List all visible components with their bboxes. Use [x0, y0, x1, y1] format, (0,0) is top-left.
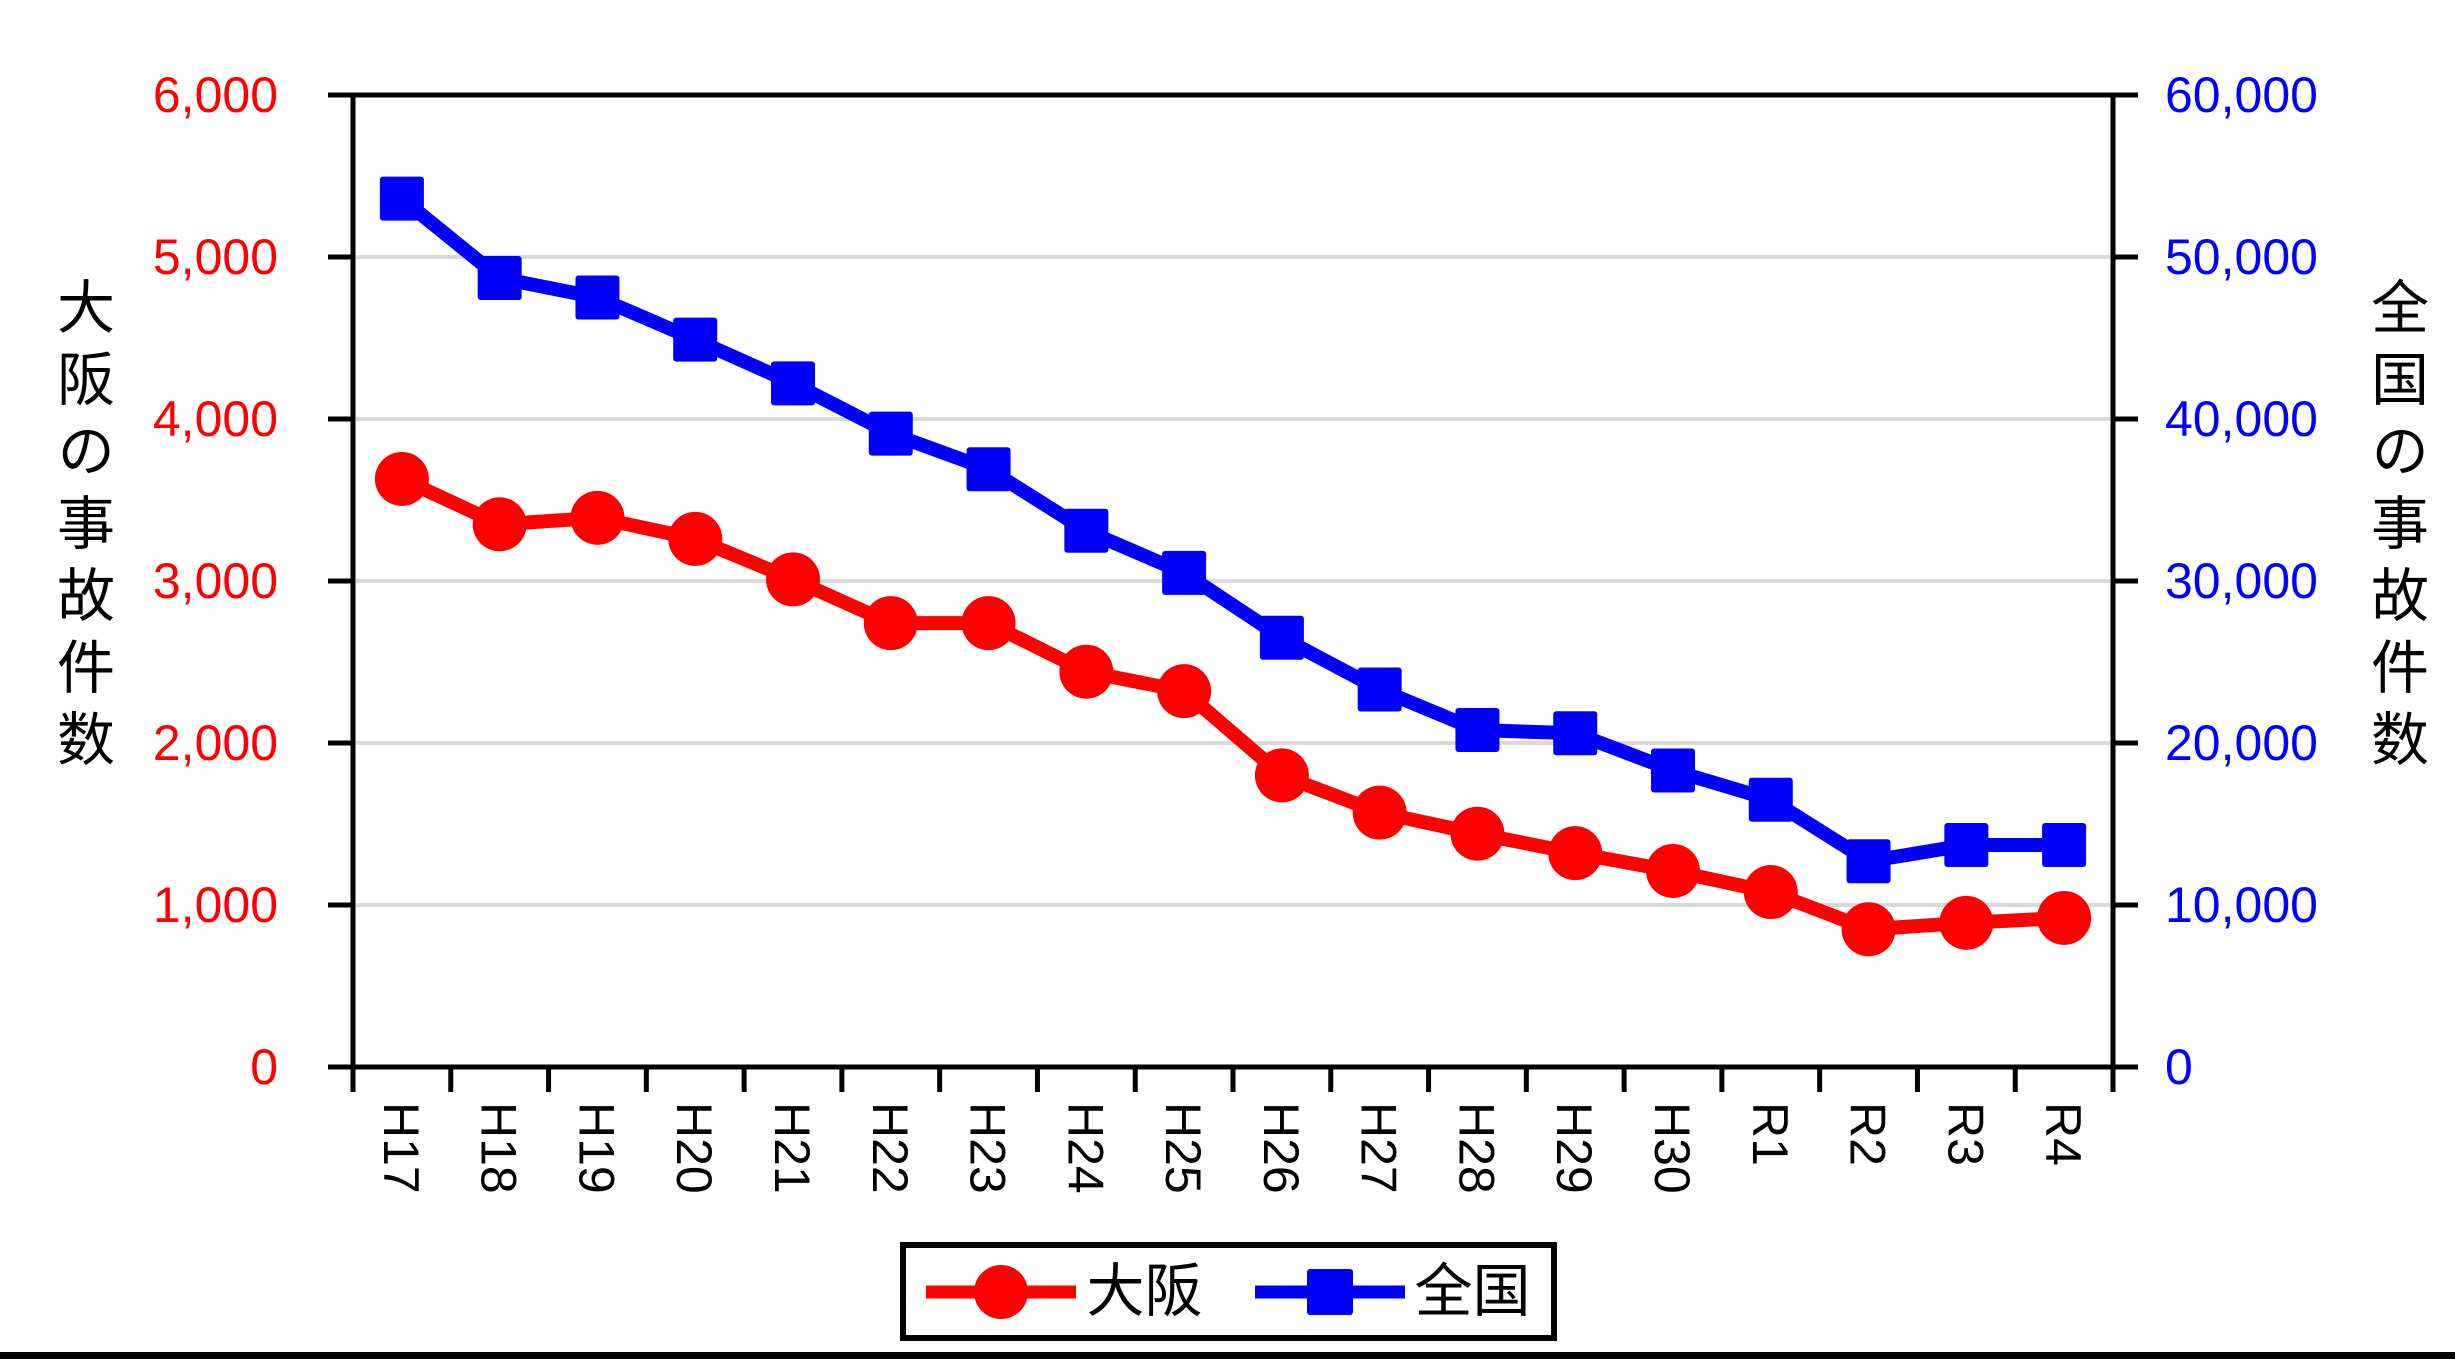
- series-national-marker: [477, 256, 522, 301]
- series-national-marker: [1455, 708, 1500, 753]
- series-osaka-marker: [961, 596, 1016, 651]
- series-osaka-marker: [2037, 890, 2092, 945]
- legend-item-national: 全国: [1254, 1258, 1531, 1324]
- series-national-marker: [966, 447, 1011, 492]
- right-axis-title: 全国の事故件数: [2362, 277, 2427, 781]
- left-axis-title: 大阪の事故件数: [48, 277, 113, 781]
- series-osaka-line: [398, 472, 2065, 937]
- right-axis-tick-label: 30,000: [2165, 553, 2318, 609]
- series-osaka-marker: [1157, 664, 1212, 719]
- series-national-marker: [1162, 550, 1207, 595]
- right-axis-tick-label: 10,000: [2165, 877, 2318, 933]
- x-axis-tick-label: R2: [1840, 1102, 1896, 1166]
- x-axis-tick-label: H26: [1253, 1102, 1309, 1194]
- x-axis-tick-label: H19: [568, 1102, 624, 1194]
- x-axis-tick-label: H25: [1155, 1102, 1211, 1194]
- left-axis-tick-label: 1,000: [153, 877, 278, 933]
- x-axis-tick-label: H20: [666, 1102, 722, 1194]
- legend-marker-osaka: [926, 1264, 1077, 1319]
- x-axis-tick-label: H22: [862, 1102, 918, 1194]
- left-axis-tick-label: 0: [250, 1039, 278, 1095]
- series-osaka-marker: [1450, 806, 1505, 861]
- series-national-marker: [1357, 667, 1402, 712]
- right-axis-tick-label: 50,000: [2165, 229, 2318, 285]
- legend: 大阪 全国: [900, 1242, 1557, 1341]
- series-national-marker: [1944, 823, 1989, 868]
- legend-marker-national: [1254, 1268, 1405, 1315]
- series-national-marker: [868, 411, 913, 456]
- left-axis-tick-label: 6,000: [153, 67, 278, 123]
- right-axis-tick-label: 20,000: [2165, 715, 2318, 771]
- series-national-marker: [1064, 508, 1109, 553]
- series-national-marker: [379, 176, 424, 221]
- x-axis-tick-label: H23: [960, 1102, 1016, 1194]
- series-osaka-marker: [1743, 865, 1798, 920]
- series-national-marker: [673, 317, 718, 362]
- right-axis-tick-label: 40,000: [2165, 391, 2318, 447]
- series-national-marker: [1748, 777, 1793, 822]
- series-osaka-marker: [1646, 843, 1700, 898]
- right-axis-tick-label: 0: [2165, 1039, 2193, 1095]
- series-osaka-marker: [1059, 644, 1114, 699]
- series-osaka-marker: [1939, 895, 1994, 950]
- series-osaka-marker: [766, 552, 820, 607]
- x-axis-tick-label: H21: [764, 1102, 820, 1194]
- series-osaka-marker: [1548, 826, 1603, 881]
- bottom-divider: [0, 1352, 2455, 1359]
- left-axis-tick-label: 2,000: [153, 715, 278, 771]
- x-axis-tick-label: H28: [1448, 1102, 1504, 1194]
- series-osaka-marker: [1254, 748, 1309, 803]
- x-axis-tick-label: R3: [1937, 1102, 1993, 1166]
- legend-label-national: 全国: [1414, 1258, 1531, 1324]
- series-national-marker: [575, 275, 620, 320]
- legend-item-osaka: 大阪: [926, 1258, 1203, 1324]
- series-national-marker: [1651, 748, 1695, 793]
- x-axis-tick-label: H17: [373, 1102, 429, 1194]
- left-axis-tick-label: 4,000: [153, 391, 278, 447]
- series-national-marker: [2042, 823, 2087, 868]
- x-axis-tick-label: R1: [1742, 1102, 1798, 1166]
- series-osaka-marker: [668, 511, 723, 566]
- left-axis-tick-label: 5,000: [153, 229, 278, 285]
- series-osaka-marker: [472, 497, 527, 552]
- series-osaka-marker: [570, 490, 625, 545]
- x-axis-tick-label: H18: [471, 1102, 527, 1194]
- series-osaka-marker: [1352, 785, 1407, 840]
- series-osaka-marker: [1841, 902, 1896, 957]
- series-national-marker: [1846, 839, 1891, 884]
- series-national-marker: [1553, 711, 1598, 756]
- series-osaka-marker: [863, 596, 918, 651]
- series-national-marker: [771, 361, 815, 406]
- x-axis-tick-label: H27: [1351, 1102, 1407, 1194]
- plot-frame: [350, 92, 2116, 1070]
- x-axis-tick-label: H24: [1057, 1102, 1113, 1194]
- legend-label-osaka: 大阪: [1086, 1258, 1203, 1324]
- series-national-marker: [1259, 615, 1304, 660]
- x-axis-tick-label: R4: [2035, 1102, 2091, 1166]
- x-axis-tick-label: H29: [1546, 1102, 1602, 1194]
- series-osaka-marker: [374, 451, 429, 506]
- left-axis-tick-label: 3,000: [153, 553, 278, 609]
- right-axis-tick-label: 60,000: [2165, 67, 2318, 123]
- x-axis-tick-label: H30: [1644, 1102, 1700, 1194]
